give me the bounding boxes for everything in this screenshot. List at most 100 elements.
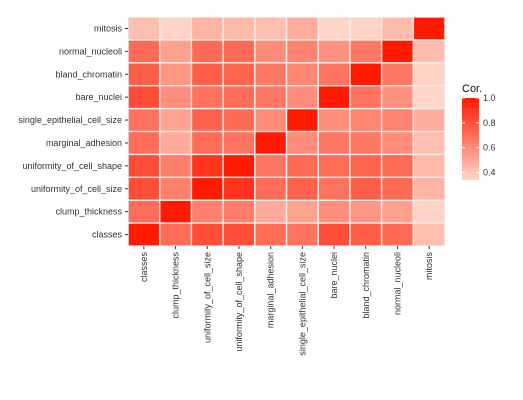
heatmap-cell-uniformity_of_cell_shape-uniformity_of_cell_size xyxy=(192,155,223,177)
heatmap-cell-single_epithelial_cell_size-uniformity_of_cell_size xyxy=(192,109,223,131)
heatmap-cell-marginal_adhesion-marginal_adhesion xyxy=(255,132,286,154)
heatmap-cell-single_epithelial_cell_size-classes xyxy=(128,109,159,131)
heatmap-cell-mitosis-mitosis xyxy=(414,17,445,40)
heatmap-cell-marginal_adhesion-uniformity_of_cell_size xyxy=(192,132,223,154)
heatmap-cell-classes-marginal_adhesion xyxy=(255,223,286,246)
y-tick-label-uniformity_of_cell_shape: uniformity_of_cell_shape xyxy=(22,161,122,171)
heatmap-cell-normal_nucleoli-normal_nucleoli xyxy=(382,40,413,63)
heatmap-cell-normal_nucleoli-marginal_adhesion xyxy=(255,40,286,63)
heatmap-cell-bare_nuclei-mitosis xyxy=(414,86,445,108)
legend-tick-label: 0.8 xyxy=(483,118,496,128)
heatmap-cell-uniformity_of_cell_size-normal_nucleoli xyxy=(382,178,413,200)
y-tick-label-bare_nuclei: bare_nuclei xyxy=(75,92,122,102)
heatmap-cell-bland_chromatin-single_epithelial_cell_size xyxy=(287,63,318,85)
heatmap-cells xyxy=(128,17,445,246)
y-tick-label-single_epithelial_cell_size: single_epithelial_cell_size xyxy=(18,115,122,125)
heatmap-cell-marginal_adhesion-bland_chromatin xyxy=(350,132,381,154)
heatmap-cell-single_epithelial_cell_size-marginal_adhesion xyxy=(255,109,286,131)
heatmap-cell-marginal_adhesion-clump_thickness xyxy=(160,132,191,154)
x-tick-label-bare_nuclei: bare_nuclei xyxy=(329,252,339,299)
heatmap-cell-uniformity_of_cell_shape-mitosis xyxy=(414,155,445,177)
heatmap-cell-uniformity_of_cell_size-mitosis xyxy=(414,178,445,200)
y-tick-label-clump_thickness: clump_thickness xyxy=(55,207,122,217)
heatmap-cell-clump_thickness-uniformity_of_cell_size xyxy=(192,200,223,223)
heatmap-cell-bare_nuclei-bland_chromatin xyxy=(350,86,381,108)
legend-tick-label: 1.0 xyxy=(483,93,496,103)
heatmap-cell-classes-clump_thickness xyxy=(160,223,191,246)
heatmap-cell-bare_nuclei-uniformity_of_cell_shape xyxy=(223,86,255,108)
y-tick-label-uniformity_of_cell_size: uniformity_of_cell_size xyxy=(31,184,122,194)
y-tick-label-classes: classes xyxy=(92,230,123,240)
heatmap-cell-bare_nuclei-single_epithelial_cell_size xyxy=(287,86,318,108)
heatmap-cell-classes-normal_nucleoli xyxy=(382,223,413,246)
y-tick-label-normal_nucleoli: normal_nucleoli xyxy=(59,46,122,56)
heatmap-cell-bland_chromatin-mitosis xyxy=(414,63,445,85)
heatmap-cell-normal_nucleoli-bare_nuclei xyxy=(318,40,350,63)
heatmap-cell-mitosis-classes xyxy=(128,17,159,40)
legend-ticks: 0.4 0.6 0.8 1.0 xyxy=(462,93,496,178)
y-axis: classes clump_thickness uniformity_of_cell… xyxy=(18,23,128,240)
x-tick-label-single_epithelial_cell_size: single_epithelial_cell_size xyxy=(297,252,307,356)
heatmap-cell-mitosis-normal_nucleoli xyxy=(382,17,413,40)
heatmap-cell-clump_thickness-normal_nucleoli xyxy=(382,200,413,223)
heatmap-cell-marginal_adhesion-single_epithelial_cell_size xyxy=(287,132,318,154)
heatmap-cell-uniformity_of_cell_shape-bare_nuclei xyxy=(318,155,350,177)
heatmap-cell-normal_nucleoli-clump_thickness xyxy=(160,40,191,63)
heatmap-cell-marginal_adhesion-normal_nucleoli xyxy=(382,132,413,154)
heatmap-cell-normal_nucleoli-bland_chromatin xyxy=(350,40,381,63)
heatmap-cell-normal_nucleoli-uniformity_of_cell_size xyxy=(192,40,223,63)
heatmap-cell-mitosis-marginal_adhesion xyxy=(255,17,286,40)
heatmap-cell-uniformity_of_cell_shape-classes xyxy=(128,155,159,177)
heatmap-cell-single_epithelial_cell_size-normal_nucleoli xyxy=(382,109,413,131)
legend-tick-label: 0.6 xyxy=(483,143,496,153)
heatmap-cell-bare_nuclei-bare_nuclei xyxy=(318,86,350,108)
heatmap-cell-bland_chromatin-normal_nucleoli xyxy=(382,63,413,85)
heatmap-cell-normal_nucleoli-uniformity_of_cell_shape xyxy=(223,40,255,63)
heatmap-cell-marginal_adhesion-classes xyxy=(128,132,159,154)
heatmap-cell-clump_thickness-bland_chromatin xyxy=(350,200,381,223)
heatmap-cell-clump_thickness-bare_nuclei xyxy=(318,200,350,223)
heatmap-cell-bland_chromatin-marginal_adhesion xyxy=(255,63,286,85)
heatmap-cell-mitosis-uniformity_of_cell_shape xyxy=(223,17,255,40)
x-tick-label-mitosis: mitosis xyxy=(424,252,434,281)
x-tick-label-uniformity_of_cell_size: uniformity_of_cell_size xyxy=(202,252,212,343)
heatmap-cell-classes-single_epithelial_cell_size xyxy=(287,223,318,246)
heatmap-cell-uniformity_of_cell_size-single_epithelial_cell_size xyxy=(287,178,318,200)
heatmap-cell-bland_chromatin-uniformity_of_cell_shape xyxy=(223,63,255,85)
heatmap-cell-bare_nuclei-classes xyxy=(128,86,159,108)
y-tick-label-marginal_adhesion: marginal_adhesion xyxy=(46,138,122,148)
heatmap-cell-uniformity_of_cell_size-uniformity_of_cell_shape xyxy=(223,178,255,200)
x-tick-label-classes: classes xyxy=(139,252,149,283)
legend-color-bar xyxy=(462,98,479,180)
heatmap-cell-normal_nucleoli-classes xyxy=(128,40,159,63)
heatmap-cell-uniformity_of_cell_size-uniformity_of_cell_size xyxy=(192,178,223,200)
heatmap-cell-uniformity_of_cell_shape-single_epithelial_cell_size xyxy=(287,155,318,177)
heatmap-cell-mitosis-bare_nuclei xyxy=(318,17,350,40)
heatmap-cell-uniformity_of_cell_size-bland_chromatin xyxy=(350,178,381,200)
heatmap-cell-clump_thickness-mitosis xyxy=(414,200,445,223)
heatmap-cell-single_epithelial_cell_size-clump_thickness xyxy=(160,109,191,131)
heatmap-cell-uniformity_of_cell_shape-clump_thickness xyxy=(160,155,191,177)
heatmap-cell-single_epithelial_cell_size-single_epithelial_cell_size xyxy=(287,109,318,131)
x-tick-label-marginal_adhesion: marginal_adhesion xyxy=(266,252,276,328)
heatmap-cell-classes-uniformity_of_cell_shape xyxy=(223,223,255,246)
heatmap-cell-bland_chromatin-clump_thickness xyxy=(160,63,191,85)
color-legend: Cor. 0.4 0.6 0.8 1.0 xyxy=(462,83,496,180)
x-tick-label-normal_nucleoli: normal_nucleoli xyxy=(392,252,402,315)
heatmap-cell-bland_chromatin-bland_chromatin xyxy=(350,63,381,85)
heatmap-cell-single_epithelial_cell_size-bare_nuclei xyxy=(318,109,350,131)
heatmap-cell-bare_nuclei-marginal_adhesion xyxy=(255,86,286,108)
heatmap-cell-bare_nuclei-normal_nucleoli xyxy=(382,86,413,108)
heatmap-cell-classes-mitosis xyxy=(414,223,445,246)
heatmap-cell-classes-bare_nuclei xyxy=(318,223,350,246)
heatmap-cell-marginal_adhesion-bare_nuclei xyxy=(318,132,350,154)
legend-title: Cor. xyxy=(462,83,482,95)
heatmap-cell-classes-classes xyxy=(128,223,159,246)
heatmap-cell-normal_nucleoli-mitosis xyxy=(414,40,445,63)
heatmap-cell-uniformity_of_cell_size-classes xyxy=(128,178,159,200)
heatmap-cell-mitosis-single_epithelial_cell_size xyxy=(287,17,318,40)
y-tick-label-mitosis: mitosis xyxy=(94,23,123,33)
legend-tick-label: 0.4 xyxy=(483,168,496,178)
heatmap-cell-uniformity_of_cell_shape-uniformity_of_cell_shape xyxy=(223,155,255,177)
